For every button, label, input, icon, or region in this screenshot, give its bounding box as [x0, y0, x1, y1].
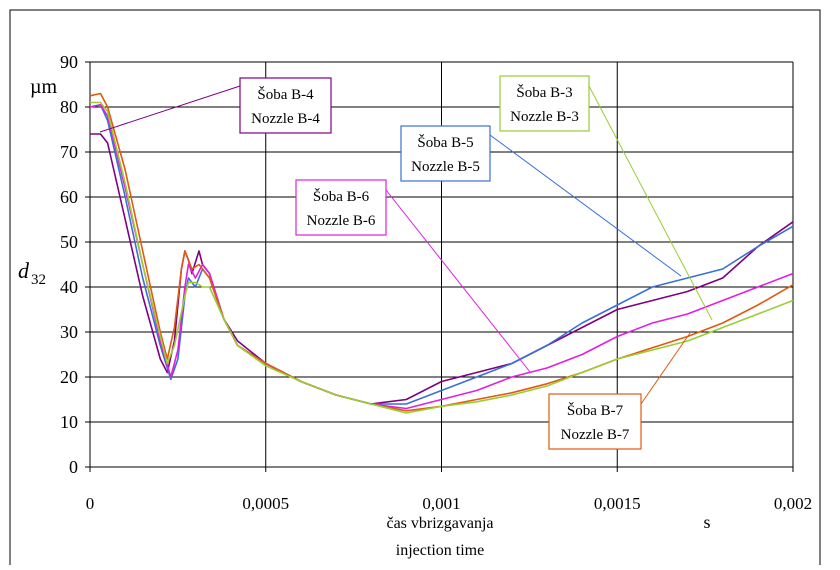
x-tick-label: 0,002 [774, 494, 812, 513]
y-axis-label: d [18, 258, 30, 283]
x-axis-label-line1: čas vbrizgavanja [386, 515, 493, 532]
x-unit-label: s [703, 512, 710, 532]
callout-box [400, 125, 491, 182]
callout-label-line1: Šoba B-6 [313, 188, 370, 205]
callout-label-line2: Nozzle B-7 [561, 427, 630, 443]
y-tick-label: 0 [69, 457, 78, 477]
callout-label-line1: Šoba B-7 [567, 402, 624, 419]
y-tick-label: 30 [60, 322, 78, 342]
series-line-5 [90, 101, 794, 414]
x-tick-label: 0,0015 [594, 494, 641, 513]
callout-leader-line [588, 85, 713, 321]
callout-label-line1: Šoba B-4 [257, 86, 314, 103]
y-unit-label: µm [30, 76, 58, 98]
callout-label-line2: Nozzle B-4 [251, 111, 320, 127]
y-axis-label-subscript: 32 [31, 272, 46, 288]
y-tick-label: 40 [60, 277, 78, 297]
callout-label-line1: Šoba B-5 [417, 134, 473, 151]
y-tick-label: 50 [60, 232, 78, 252]
y-tick-label: 20 [60, 367, 78, 387]
callout-labels: Šoba B-4 Nozzle B-4 Šoba B-3 Nozzle B-3 Šoba… [99, 75, 713, 450]
callout-label-line2: Nozzle B-3 [510, 109, 579, 125]
callout-box [548, 393, 642, 450]
tick-labels: 0 10 20 30 40 50 60 70 80 90 0 0,0005 0,001 0,0015 0,0… [60, 52, 812, 513]
x-tick-label: 0 [86, 494, 95, 513]
y-tick-label: 60 [60, 187, 78, 207]
callout-label-line2: Nozzle B-6 [307, 213, 376, 229]
y-tick-label: 10 [60, 412, 78, 432]
series-lines [89, 92, 794, 414]
callout-label-line2: Nozzle B-5 [411, 159, 480, 175]
grid-lines [89, 61, 794, 468]
callout-box [499, 75, 590, 132]
y-tick-label: 90 [60, 52, 78, 72]
callout-leader-line [385, 189, 531, 373]
series-line-1 [90, 133, 794, 405]
x-axis-label-line2: injection time [396, 542, 484, 559]
axes [85, 61, 794, 472]
callout-leader-line [489, 134, 682, 277]
x-tick-label: 0,001 [422, 494, 460, 513]
callout-leader-line [640, 332, 691, 405]
chart-border [9, 9, 821, 570]
x-tick-label: 0,0005 [242, 494, 289, 513]
callout-leader-line [99, 85, 241, 133]
callout-label-line1: Šoba B-3 [516, 84, 572, 101]
callout-box [239, 77, 332, 134]
callout-box [295, 179, 387, 236]
y-tick-label: 70 [60, 142, 78, 162]
y-tick-label: 80 [60, 97, 78, 117]
